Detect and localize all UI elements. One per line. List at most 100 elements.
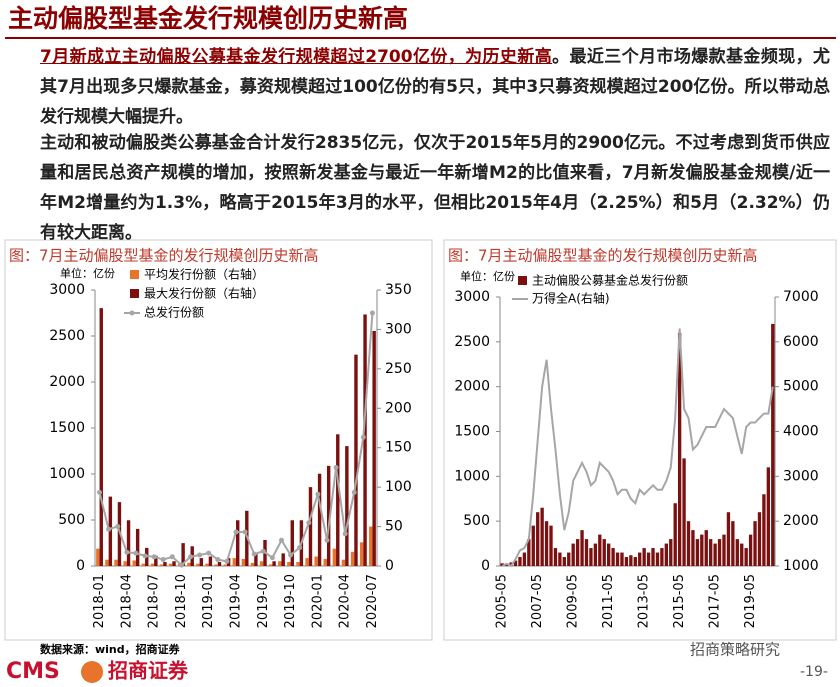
- line: [501, 328, 774, 568]
- bar: [735, 539, 739, 566]
- bar: [740, 543, 744, 566]
- bar: [150, 563, 155, 566]
- line-marker: [251, 551, 257, 557]
- wechat: 招商策略研究: [690, 641, 780, 659]
- bar: [762, 494, 766, 566]
- y-tick-label: 1500: [454, 424, 490, 440]
- bar: [624, 557, 629, 566]
- x-tick-label: 2015-05: [672, 574, 687, 628]
- bar: [673, 503, 677, 566]
- y2-tick-label: 2000: [783, 513, 819, 529]
- bar: [163, 562, 167, 566]
- bar: [326, 465, 331, 566]
- line-marker: [278, 537, 284, 543]
- chart-title: 图：7月主动偏股型基金的发行规模创历史新高: [9, 247, 319, 265]
- bar: [655, 552, 660, 566]
- legend-label: 万得全A(右轴): [532, 291, 610, 306]
- bar: [695, 539, 700, 566]
- x-tick-label: 2018-04: [119, 574, 134, 628]
- line-marker: [124, 549, 130, 555]
- line-marker: [151, 554, 157, 560]
- y2-tick-label: 350: [385, 282, 412, 298]
- x-tick-label: 2019-05: [743, 574, 758, 628]
- bar: [549, 525, 553, 566]
- bar: [593, 543, 598, 566]
- bar: [141, 563, 146, 566]
- line-marker: [115, 523, 121, 529]
- x-tick-label: 2007-05: [530, 574, 545, 628]
- bar: [611, 548, 615, 566]
- y2-tick-label: 5000: [783, 379, 819, 395]
- bar: [522, 552, 527, 566]
- line-marker: [297, 545, 303, 551]
- bar: [372, 331, 376, 566]
- bar: [345, 446, 349, 566]
- y-tick-label: 3000: [454, 289, 490, 305]
- y-tick-label: 2500: [49, 328, 85, 344]
- bar: [642, 548, 646, 566]
- legend-label: 总发行份额: [144, 305, 204, 320]
- x-tick-label: 2020-01: [310, 574, 325, 628]
- bar: [562, 557, 566, 566]
- bar: [259, 561, 264, 566]
- bar: [208, 556, 213, 566]
- bar: [369, 526, 373, 566]
- y-tick-label: 0: [481, 558, 490, 574]
- bar: [677, 332, 682, 566]
- line-marker: [178, 562, 184, 568]
- line-marker: [269, 555, 275, 561]
- bar: [504, 564, 509, 566]
- line-marker: [306, 520, 312, 526]
- legend-swatch: [130, 289, 139, 298]
- y2-tick-label: 200: [385, 400, 412, 416]
- x-tick-label: 2011-05: [601, 574, 616, 628]
- line-marker: [260, 548, 266, 554]
- y-tick-label: 2000: [454, 379, 490, 395]
- x-tick-label: 2018-01: [92, 574, 107, 628]
- line-marker: [288, 552, 294, 558]
- bar: [314, 556, 318, 566]
- line-marker: [351, 489, 357, 495]
- x-tick-label: 2017-05: [708, 574, 723, 628]
- y2-tick-label: 6000: [783, 334, 819, 350]
- x-tick-label: 2018-10: [174, 574, 189, 628]
- bar: [241, 558, 246, 566]
- bar: [196, 563, 200, 566]
- x-tick-label: 2019-07: [256, 574, 271, 628]
- x-tick-label: 2020-07: [365, 574, 380, 628]
- bar: [531, 525, 535, 566]
- bar: [753, 521, 757, 566]
- bar: [223, 564, 227, 566]
- bar: [181, 543, 185, 566]
- bar: [232, 558, 236, 566]
- y-tick-label: 3000: [49, 282, 85, 298]
- bar: [278, 561, 282, 566]
- bar: [287, 562, 291, 566]
- bar: [584, 539, 589, 566]
- line-marker: [197, 552, 203, 558]
- bar: [96, 548, 100, 566]
- bar: [135, 528, 140, 566]
- bar: [336, 434, 340, 566]
- bar: [350, 551, 355, 566]
- line-marker: [315, 491, 321, 497]
- line-marker: [169, 554, 175, 560]
- line-marker: [142, 553, 148, 559]
- bar: [766, 467, 771, 566]
- bar: [567, 552, 571, 566]
- line-marker: [342, 531, 348, 537]
- line-marker: [324, 537, 330, 543]
- paragraph: 7月新成立主动偏股公募基金发行规模超过2700亿份，为历史新高。最近三个月市场爆…: [40, 42, 830, 132]
- bar: [354, 354, 358, 566]
- bar: [615, 552, 620, 566]
- bar: [771, 323, 775, 566]
- y2-tick-label: 0: [385, 558, 394, 574]
- logo: CMS: [6, 659, 60, 684]
- bar: [290, 520, 294, 566]
- line-marker: [133, 550, 139, 556]
- bar: [589, 548, 593, 566]
- bar: [159, 564, 164, 566]
- bar: [757, 512, 762, 566]
- bar: [731, 521, 735, 566]
- line-marker: [215, 557, 221, 563]
